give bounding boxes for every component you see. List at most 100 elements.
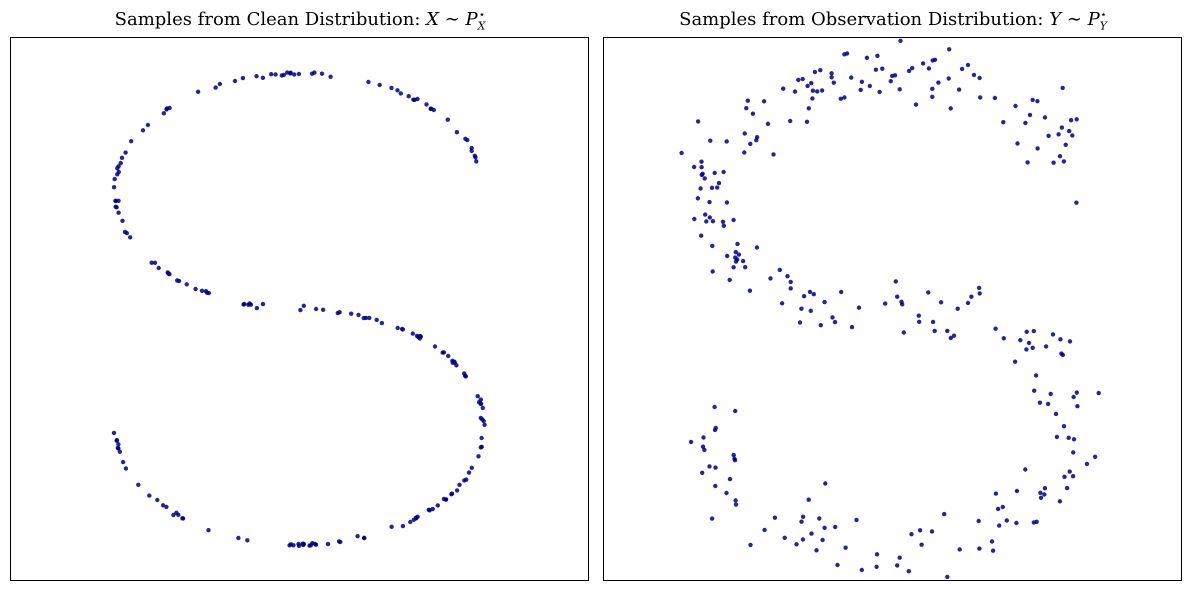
scatter-point (1092, 454, 1098, 459)
scatter-point (120, 459, 126, 465)
scatter-point (116, 210, 121, 215)
scatter-point (337, 310, 342, 315)
scatter-point (1061, 159, 1067, 164)
scatter-point (296, 71, 302, 77)
scatter-point (199, 288, 205, 293)
scatter-point (733, 502, 739, 507)
right-title-math: Y ∼ P (1049, 9, 1100, 30)
scatter-point (1000, 504, 1005, 510)
scatter-point (1014, 520, 1019, 526)
scatter-point (463, 136, 468, 141)
scatter-point (449, 492, 454, 497)
scatter-point (475, 394, 480, 399)
scatter-point (835, 562, 840, 568)
scatter-point (807, 289, 813, 295)
scatter-point (877, 89, 882, 95)
scatter-point (361, 315, 366, 321)
scatter-point (410, 331, 415, 336)
scatter-point (731, 452, 736, 458)
scatter-point (806, 497, 811, 502)
scatter-point (296, 541, 301, 547)
scatter-point (114, 438, 120, 443)
scatter-point (1070, 133, 1075, 138)
scatter-point (1004, 518, 1009, 523)
scatter-point (1067, 339, 1073, 344)
scatter-point (724, 490, 729, 496)
scatter-point (193, 286, 198, 292)
scatter-point (742, 131, 747, 136)
scatter-point (1031, 328, 1036, 334)
scatter-point (794, 542, 799, 547)
scatter-point (479, 435, 484, 441)
scatter-point (445, 117, 450, 122)
scatter-point (888, 79, 893, 84)
scatter-point (1057, 499, 1063, 504)
scatter-point (873, 67, 879, 72)
scatter-point (712, 427, 718, 433)
scatter-point (727, 476, 733, 482)
scatter-point (1068, 118, 1074, 123)
scatter-point (942, 511, 947, 517)
right-chart-title: Samples from Observation Distribution: Y… (603, 8, 1183, 33)
scatter-point (808, 308, 813, 313)
scatter-point (812, 69, 818, 75)
scatter-point (688, 439, 694, 445)
scatter-point (1014, 488, 1020, 494)
scatter-point (1060, 352, 1065, 358)
scatter-point (945, 574, 950, 580)
scatter-point (864, 55, 870, 60)
scatter-point (355, 534, 360, 539)
scatter-point (897, 87, 902, 92)
scatter-point (473, 155, 478, 160)
scatter-point (707, 215, 712, 220)
scatter-point (478, 401, 484, 406)
scatter-point (1051, 160, 1056, 165)
scatter-point (901, 330, 906, 335)
scatter-point (260, 75, 266, 80)
scatter-point (389, 85, 394, 91)
scatter-point (180, 516, 185, 521)
scatter-point (1023, 120, 1028, 126)
scatter-point (815, 89, 820, 94)
scatter-point (856, 305, 862, 310)
scatter-point (395, 325, 400, 331)
scatter-point (716, 180, 722, 186)
scatter-point (424, 102, 429, 107)
scatter-point (859, 79, 865, 84)
scatter-point (454, 130, 460, 135)
scatter-point (1012, 359, 1018, 364)
scatter-point (691, 164, 697, 170)
scatter-point (308, 543, 313, 548)
scatter-point (709, 516, 715, 521)
scatter-point (1071, 450, 1076, 455)
scatter-point (1067, 128, 1072, 134)
scatter-point (762, 527, 767, 533)
scatter-point (733, 408, 738, 414)
scatter-point (829, 71, 834, 76)
scatter-point (692, 216, 697, 222)
scatter-point (797, 320, 803, 325)
scatter-point (909, 532, 914, 537)
scatter-point (123, 466, 129, 471)
scatter-point (1071, 437, 1077, 442)
scatter-point (115, 445, 121, 451)
scatter-point (1059, 125, 1065, 130)
scatter-point (702, 447, 707, 453)
scatter-point (349, 311, 354, 316)
scatter-point (1050, 332, 1056, 337)
scatter-point (389, 524, 394, 529)
scatter-point (740, 258, 746, 264)
scatter-point (435, 503, 440, 508)
scatter-point (959, 66, 965, 72)
scatter-point (788, 118, 793, 124)
scatter-point (217, 81, 223, 87)
scatter-point (367, 315, 372, 321)
left-scatter-svg (111, 70, 487, 549)
scatter-point (1013, 103, 1018, 109)
scatter-point (319, 71, 325, 76)
scatter-point (929, 529, 935, 534)
scatter-point (801, 294, 807, 299)
scatter-point (129, 139, 134, 144)
scatter-point (724, 200, 730, 205)
scatter-point (965, 300, 971, 306)
